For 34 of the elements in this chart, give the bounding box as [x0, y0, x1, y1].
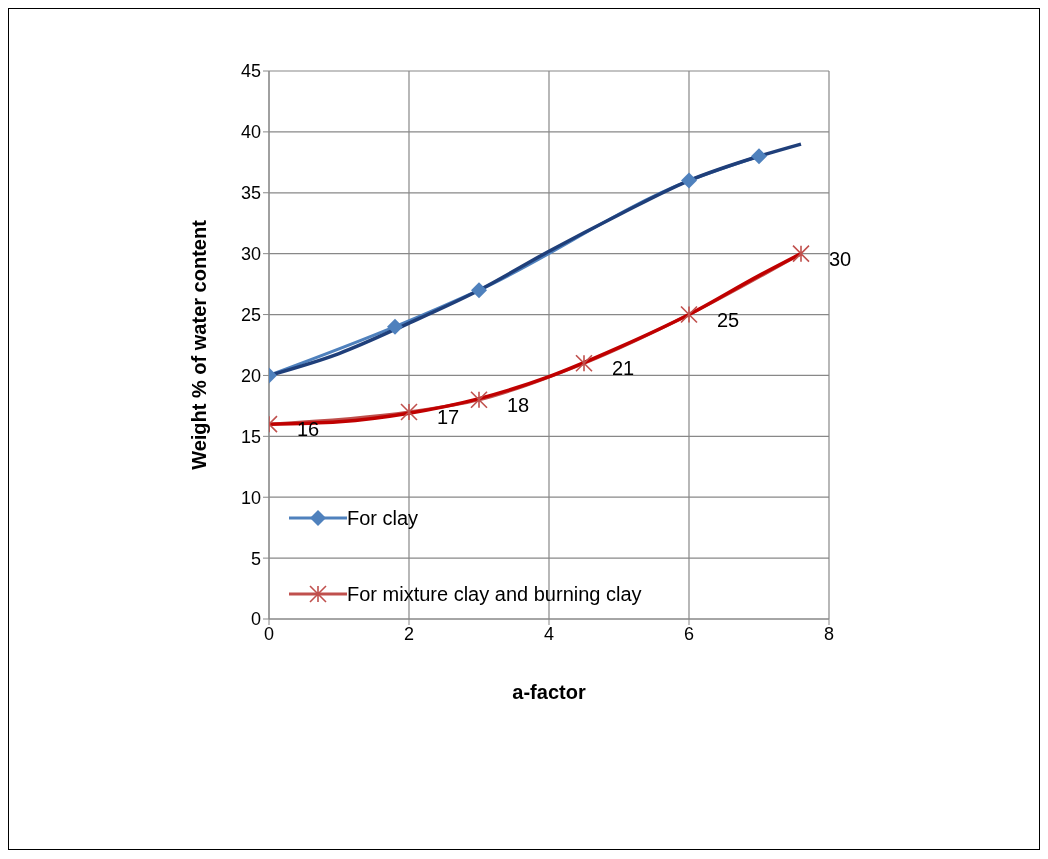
data-label: 30 — [829, 247, 852, 270]
y-tick-label: 0 — [250, 609, 261, 630]
y-axis-title: Weight % of water content — [188, 219, 211, 470]
x-tick-label: 0 — [263, 623, 275, 644]
point — [470, 391, 488, 409]
point — [751, 148, 767, 165]
y-tick-label: 45 — [240, 61, 261, 82]
x-tick-label: 2 — [403, 623, 415, 644]
data-label: 21 — [612, 357, 635, 380]
data-label: 16 — [297, 418, 320, 441]
data-label: 25 — [717, 308, 740, 331]
x-tick-label: 6 — [683, 623, 695, 644]
x-tick-label: 4 — [543, 623, 555, 644]
data-label: 18 — [507, 393, 530, 416]
y-tick-label: 5 — [250, 548, 261, 569]
legend-label: For clay — [347, 506, 419, 530]
legend-label: For mixture clay and burning clay — [347, 582, 642, 606]
point — [680, 305, 698, 324]
point — [400, 403, 418, 421]
point — [792, 244, 810, 263]
point — [681, 172, 697, 189]
point — [471, 282, 487, 299]
y-tick-label: 35 — [240, 183, 261, 204]
data-label: 17 — [437, 405, 460, 428]
x-axis-title: a-factor — [512, 681, 586, 703]
y-tick-label: 20 — [240, 365, 261, 386]
y-tick-label: 15 — [240, 426, 261, 447]
y-tick-label: 25 — [240, 304, 261, 325]
y-tick-label: 10 — [240, 487, 261, 508]
y-tick-label: 30 — [240, 244, 261, 265]
point — [575, 354, 593, 373]
point — [387, 318, 403, 335]
x-tick-label: 8 — [823, 623, 835, 644]
y-tick-label: 40 — [240, 122, 261, 143]
